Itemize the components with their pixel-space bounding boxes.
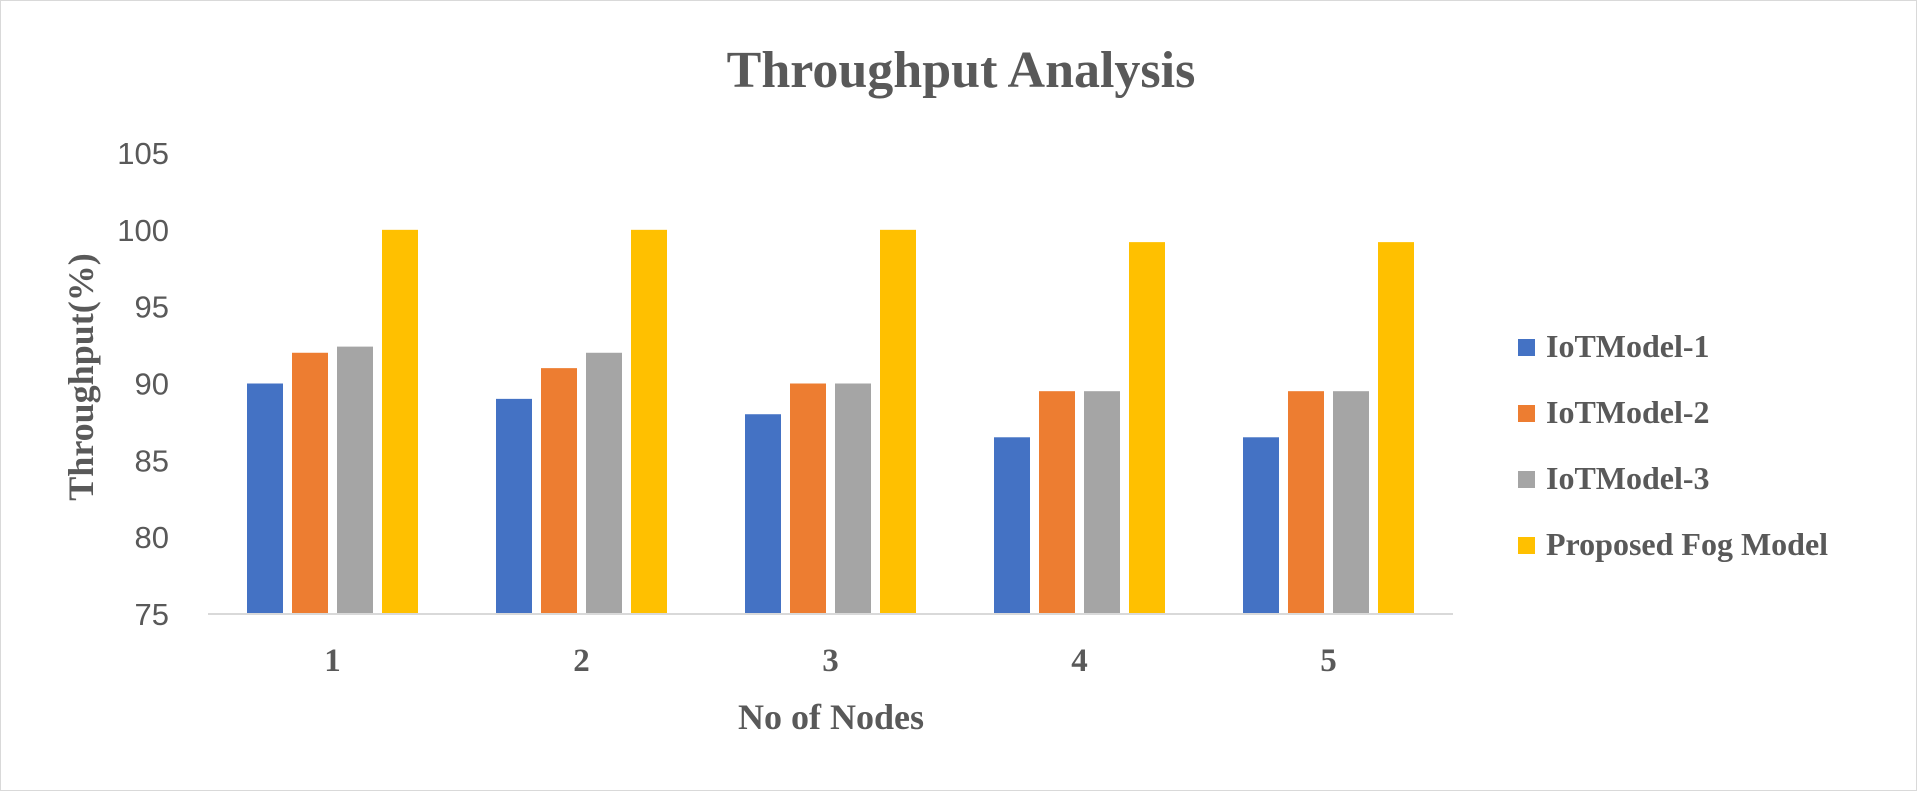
bar-iotmodel-1-node-5 [1243,437,1279,614]
chart-title: Throughput Analysis [727,42,1196,99]
bar-iotmodel-3-node-2 [586,352,622,614]
x-tick-label: 5 [1320,643,1337,679]
y-tick-label: 100 [117,213,169,248]
legend-swatch [1518,339,1535,356]
x-axis-title: No of Nodes [738,697,924,737]
bar-proposed-fog-model-node-1 [382,229,418,615]
x-tick-label: 1 [324,643,341,679]
y-tick-label: 90 [135,367,169,402]
bar-iotmodel-1-node-2 [496,398,532,614]
legend: IoTModel-1 IoTModel-2 IoTModel-3 Proposed F… [1518,328,1828,562]
legend-label: IoTModel-1 [1546,328,1710,364]
y-axis-title: Throughput(%) [61,253,101,500]
legend-label: IoTModel-2 [1546,394,1710,430]
bar-iotmodel-1-node-3 [745,414,781,614]
x-tick-label: 3 [822,643,839,679]
bar-iotmodel-2-node-5 [1288,391,1324,614]
bar-iotmodel-3-node-5 [1333,391,1369,614]
x-tick-label: 2 [573,643,590,679]
y-tick-label: 85 [135,443,169,478]
bar-iotmodel-3-node-4 [1084,391,1120,614]
bar-iotmodel-2-node-3 [790,383,826,614]
bar-iotmodel-2-node-1 [292,352,328,614]
bar-proposed-fog-model-node-2 [631,229,667,615]
y-tick-label: 75 [135,597,169,632]
bar-proposed-fog-model-node-3 [880,229,916,615]
bar-iotmodel-1-node-1 [247,383,283,614]
y-axis-ticks: 75 80 85 90 95 100 105 [117,136,169,632]
bar-iotmodel-2-node-4 [1039,391,1075,614]
x-axis-ticks: 1 2 3 4 5 [324,643,1337,679]
legend-swatch [1518,405,1535,422]
y-tick-label: 95 [135,290,169,325]
bar-proposed-fog-model-node-5 [1378,242,1414,615]
legend-swatch [1518,537,1535,554]
bar-proposed-fog-model-node-4 [1129,242,1165,615]
legend-label: Proposed Fog Model [1546,526,1828,562]
legend-label: IoTModel-3 [1546,460,1710,496]
bar-iotmodel-1-node-4 [994,437,1030,614]
bar-iotmodel-3-node-1 [337,346,373,614]
y-tick-label: 80 [135,520,169,555]
x-tick-label: 4 [1071,643,1088,679]
bar-iotmodel-2-node-2 [541,368,577,614]
bar-iotmodel-3-node-3 [835,383,871,614]
bars-group [247,229,1414,615]
legend-swatch [1518,471,1535,488]
y-tick-label: 105 [117,136,169,171]
